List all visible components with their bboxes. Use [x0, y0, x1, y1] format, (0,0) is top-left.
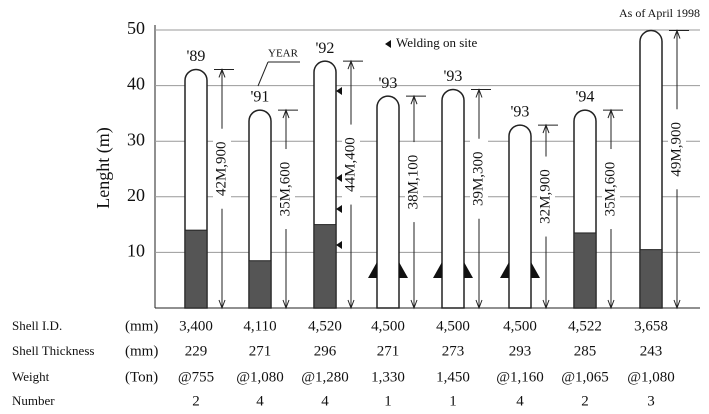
- legend-text: Welding on site: [396, 35, 478, 50]
- value-label: 35M,600: [277, 162, 293, 217]
- row-label: Number: [12, 393, 55, 408]
- cell: 271: [377, 343, 400, 359]
- cell: 293: [509, 343, 532, 359]
- vessel: [442, 89, 464, 308]
- cell: @755: [178, 369, 214, 385]
- cell: 285: [574, 343, 597, 359]
- cell: @1,080: [236, 369, 284, 385]
- weld-marker: [336, 87, 342, 95]
- y-tick-label: 20: [127, 185, 145, 205]
- value-label: 49M,900: [668, 122, 684, 177]
- value-label: 44M,400: [342, 137, 358, 192]
- year-label: '94: [576, 89, 595, 106]
- cell: @1,160: [496, 369, 544, 385]
- cell: 1,450: [436, 369, 470, 385]
- cell: 2: [581, 393, 589, 409]
- vessel-lower: [574, 233, 596, 308]
- cell: 4,500: [436, 318, 470, 334]
- y-tick-label: 50: [127, 18, 145, 38]
- vessel-lower: [249, 261, 271, 308]
- y-axis-label: Lenght (m): [93, 127, 114, 208]
- y-tick-label: 30: [127, 129, 145, 149]
- row-unit: (mm): [125, 343, 158, 359]
- cell: @1,280: [301, 369, 349, 385]
- cell: 4,500: [503, 318, 537, 334]
- cell: 1: [384, 393, 392, 409]
- year-label: '89: [187, 48, 206, 65]
- value-label: 39M,300: [470, 151, 486, 206]
- cell: 4,520: [308, 318, 342, 334]
- cell: 296: [314, 343, 337, 359]
- vessel-lower: [185, 230, 207, 308]
- row-label: Shell Thickness: [12, 343, 94, 358]
- y-tick-label: 10: [127, 241, 145, 261]
- vessel-lower: [640, 250, 662, 308]
- cell: 1,330: [371, 369, 405, 385]
- legend-marker: [385, 40, 391, 48]
- cell: 243: [640, 343, 663, 359]
- weld-marker: [336, 241, 342, 249]
- value-label: 32M,900: [537, 169, 553, 224]
- value-label: 42M,900: [213, 141, 229, 196]
- cell: @1,065: [561, 369, 609, 385]
- cell: 271: [249, 343, 272, 359]
- row-unit: (Ton): [125, 369, 158, 385]
- cell: 4: [256, 393, 264, 409]
- y-tick-label: 40: [127, 74, 145, 94]
- cell: 1: [449, 393, 457, 409]
- cell: 4: [516, 393, 524, 409]
- cell: 229: [185, 343, 208, 359]
- leader: [258, 62, 268, 86]
- year-label: '93: [444, 68, 463, 85]
- weld-marker: [336, 174, 342, 182]
- cell: 4,500: [371, 318, 405, 334]
- year-label: '93: [379, 75, 398, 92]
- cell: 273: [442, 343, 465, 359]
- year-label: '91: [251, 89, 270, 106]
- note: As of April 1998: [619, 6, 700, 20]
- cell: 4: [321, 393, 329, 409]
- cell: 4,110: [243, 318, 276, 334]
- value-label: 38M,100: [405, 155, 421, 210]
- row-unit: (mm): [125, 318, 158, 334]
- row-label: Shell I.D.: [12, 318, 62, 333]
- vessel: [509, 125, 531, 308]
- weld-marker: [336, 205, 342, 213]
- cell: 4,522: [568, 318, 602, 334]
- cell: 3: [647, 393, 655, 409]
- cell: @1,080: [627, 369, 675, 385]
- cell: 3,400: [179, 318, 213, 334]
- cell: 3,658: [634, 318, 668, 334]
- cell: 2: [192, 393, 200, 409]
- value-label: 35M,600: [602, 162, 618, 217]
- row-label: Weight: [12, 369, 50, 384]
- year-annotation: YEAR: [268, 48, 299, 60]
- vessel-lower: [314, 225, 336, 308]
- chart: As of April 1998 Welding on site Lenght …: [0, 0, 709, 414]
- year-label: '92: [316, 40, 335, 57]
- vessel: [377, 96, 399, 308]
- year-label: '93: [511, 104, 530, 121]
